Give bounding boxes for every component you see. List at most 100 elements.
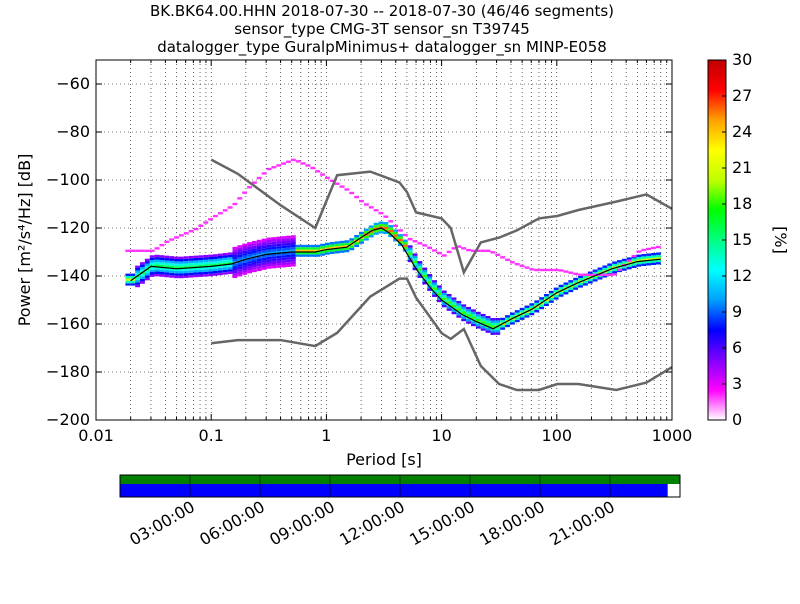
psd-cell	[393, 224, 398, 228]
psd-cell	[188, 258, 194, 261]
psd-cell	[320, 243, 325, 247]
psd-cell	[544, 294, 549, 297]
psd-cell	[217, 270, 223, 273]
psd-cell	[441, 292, 447, 296]
x-axis-label: Period [s]	[346, 450, 422, 469]
psd-cell	[135, 272, 141, 276]
psd-cell	[553, 268, 559, 272]
psd-cell	[178, 268, 184, 272]
psd-cell	[407, 237, 413, 241]
psd-cell	[290, 242, 296, 245]
psd-cell	[203, 254, 209, 258]
psd-cell	[242, 260, 248, 263]
psd-cell	[174, 270, 179, 274]
psd-cell	[149, 249, 155, 252]
psd-cell	[651, 255, 656, 258]
psd-cell	[174, 275, 179, 279]
psd-cell	[651, 262, 656, 265]
psd-cell	[286, 262, 291, 265]
psd-cell	[251, 264, 257, 268]
psd-cell	[524, 307, 530, 311]
psd-cell	[417, 270, 423, 274]
psd-cell	[251, 262, 257, 265]
psd-cell	[626, 264, 632, 267]
psd-cell	[140, 281, 145, 284]
colorbar-label: [%]	[771, 226, 790, 254]
psd-cell	[602, 267, 608, 271]
psd-cell	[310, 249, 316, 252]
psd-cell	[451, 309, 457, 312]
psd-cell	[548, 298, 554, 301]
psd-cell	[471, 309, 476, 312]
psd-cell	[242, 253, 248, 256]
psd-cell	[568, 280, 574, 283]
psd-cell	[422, 267, 428, 270]
psd-cell	[612, 261, 618, 264]
psd-cell	[281, 252, 287, 256]
psd-cell	[563, 282, 569, 285]
psd-cell	[402, 239, 408, 243]
psd-cell	[256, 268, 262, 272]
psd-cell	[256, 254, 262, 257]
psd-cell	[198, 267, 204, 270]
psd-cell	[217, 265, 223, 269]
psd-cell	[495, 318, 501, 321]
psd-cell	[222, 257, 228, 261]
psd-cell	[432, 284, 437, 288]
psd-cell	[563, 284, 569, 288]
psd-cell	[261, 257, 267, 261]
psd-cell	[276, 243, 282, 247]
psd-cell	[295, 252, 301, 255]
psd-cell	[130, 276, 136, 279]
psd-cell	[271, 251, 277, 254]
psd-cell	[164, 265, 170, 268]
psd-cell	[271, 237, 277, 240]
psd-cell	[412, 258, 418, 261]
psd-cell	[169, 275, 175, 278]
psd-cell	[159, 259, 165, 263]
psd-cell	[466, 321, 472, 324]
psd-cell	[578, 282, 583, 286]
psd-cell	[144, 270, 150, 274]
psd-cell	[198, 262, 204, 265]
psd-cell	[558, 294, 564, 297]
psd-cell	[140, 262, 145, 265]
y-tick-label: −180	[46, 362, 90, 381]
psd-cell	[636, 254, 642, 258]
psd-cell	[592, 273, 598, 276]
psd-cell	[344, 240, 350, 243]
psd-cell	[636, 250, 642, 253]
psd-cell	[539, 306, 545, 310]
psd-cell	[247, 254, 252, 257]
psd-cell	[159, 255, 165, 258]
time-tick-label: 03:00:00	[126, 497, 198, 549]
psd-cell	[169, 260, 175, 264]
psd-cell	[548, 268, 554, 272]
psd-cell	[324, 247, 330, 250]
psd-cell	[266, 167, 272, 171]
psd-cell	[208, 266, 214, 270]
time-tick-label: 18:00:00	[476, 497, 548, 549]
psd-cell	[237, 247, 243, 251]
psd-cell	[271, 244, 277, 247]
psd-cell	[490, 332, 496, 335]
psd-cell	[232, 270, 238, 274]
psd-cell	[208, 264, 214, 267]
psd-cell	[393, 236, 398, 240]
psd-cell	[617, 262, 622, 265]
psd-cell	[188, 272, 194, 276]
colorbar-tick-label: 27	[732, 86, 752, 105]
psd-cell	[631, 265, 637, 269]
psd-cell	[290, 259, 296, 262]
psd-cell	[286, 250, 291, 253]
psd-cell	[193, 258, 199, 261]
psd-cell	[247, 266, 252, 269]
psd-cell	[534, 268, 540, 272]
psd-cell	[495, 330, 501, 333]
psd-cell	[193, 267, 199, 271]
psd-cell	[422, 272, 428, 275]
psd-cell	[446, 293, 452, 297]
psd-cell	[422, 277, 428, 280]
psd-cell	[397, 241, 403, 244]
psd-cell	[193, 270, 199, 273]
